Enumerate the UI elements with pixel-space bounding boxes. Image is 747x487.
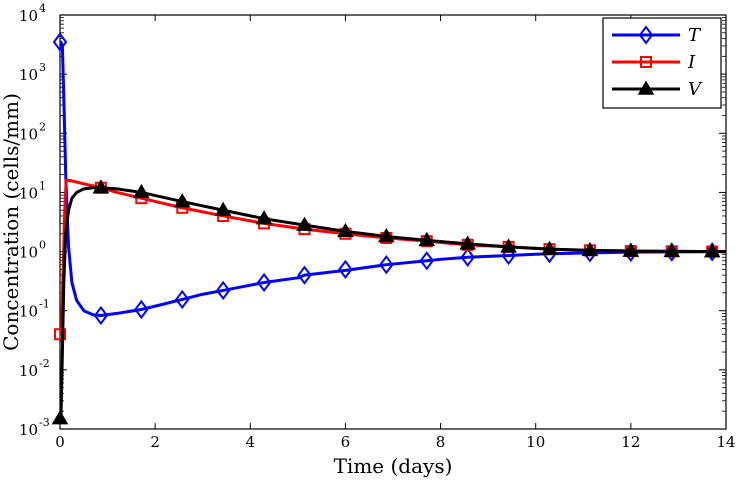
data-point-V [214, 201, 232, 216]
legend-swatch-marker [638, 25, 654, 45]
y-tick-exponent: 2 [39, 120, 46, 133]
legend-label: I [687, 52, 696, 73]
x-tick-label: 4 [246, 433, 256, 451]
legend-label: V [688, 79, 703, 100]
legend: TIV [602, 17, 722, 109]
data-point-T [460, 247, 475, 267]
data-point-T [215, 280, 231, 301]
legend-label: T [688, 25, 702, 46]
legend-entry-V: V [612, 79, 703, 100]
data-point-V [541, 240, 558, 255]
x-tick-label: 2 [150, 433, 160, 451]
data-point-V [663, 242, 681, 258]
data-point-T [256, 272, 272, 293]
y-tick-label: 10 [19, 125, 38, 143]
data-point-V [581, 241, 599, 257]
legend-entry-I: I [612, 52, 696, 73]
y-tick-exponent: -3 [39, 416, 50, 429]
y-tick-exponent: -1 [39, 298, 50, 311]
data-point-V [622, 242, 640, 257]
data-point-V [173, 193, 191, 208]
y-tick-label: 10 [19, 7, 38, 25]
x-tick-label: 8 [436, 433, 446, 451]
data-point-T [93, 305, 109, 326]
series-layer [51, 32, 727, 425]
series-V [51, 179, 727, 425]
y-axis-label: Concentration (cells/mm) [0, 93, 23, 351]
x-tick-label: 6 [341, 433, 351, 451]
data-point-V [51, 410, 69, 425]
data-point-T [338, 259, 353, 280]
y-tick-exponent: 0 [39, 239, 46, 252]
data-point-V [133, 183, 150, 199]
data-point-V [459, 235, 476, 250]
data-point-T [297, 265, 312, 285]
data-point-T [379, 255, 394, 275]
x-tick-label: 12 [621, 433, 640, 451]
data-point-V [296, 216, 313, 231]
data-point-T [419, 251, 435, 271]
y-tick-exponent: -2 [39, 357, 50, 370]
y-tick-exponent: 3 [39, 61, 46, 74]
x-tick-label: 0 [55, 433, 65, 451]
data-point-V [255, 210, 273, 225]
data-point-T [52, 32, 68, 52]
legend-entry-T: T [612, 25, 702, 46]
data-point-V [703, 243, 721, 258]
y-tick-label: 10 [19, 244, 38, 262]
data-point-V [337, 222, 354, 238]
y-tick-label: 10 [19, 362, 38, 380]
data-point-V [378, 227, 395, 243]
x-tick-label: 10 [526, 433, 545, 451]
series-line-T [59, 40, 727, 317]
y-tick-exponent: 4 [39, 2, 46, 15]
x-axis-label: Time (days) [334, 454, 453, 478]
legend-swatch-marker [640, 56, 652, 68]
data-point-T [134, 299, 149, 320]
y-tick-label: 10 [19, 421, 38, 439]
y-tick-label: 10 [19, 66, 38, 84]
legend-swatch-marker [637, 80, 655, 95]
y-tick-label: 10 [19, 184, 38, 202]
data-point-I [54, 328, 66, 341]
data-point-T [175, 289, 190, 310]
y-tick-label: 10 [19, 303, 38, 321]
x-tick-label: 14 [716, 433, 735, 451]
data-point-V [92, 179, 110, 194]
data-point-V [418, 231, 436, 247]
series-T [52, 32, 727, 326]
y-tick-exponent: 1 [39, 179, 46, 192]
data-point-V [500, 238, 517, 253]
